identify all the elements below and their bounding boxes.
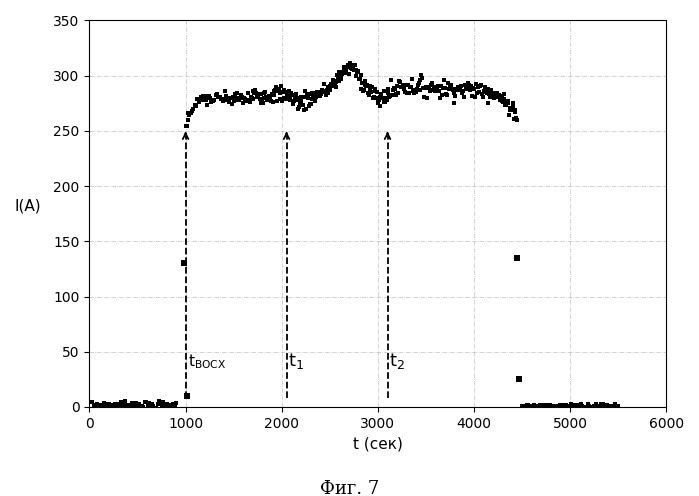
- X-axis label: t (сек): t (сек): [353, 436, 403, 451]
- Text: $\mathregular{t}_{\mathregular{BOCX}}$: $\mathregular{t}_{\mathregular{BOCX}}$: [187, 352, 226, 371]
- Y-axis label: I(A): I(A): [15, 199, 42, 214]
- Text: $\mathregular{t}_{\mathregular{1}}$: $\mathregular{t}_{\mathregular{1}}$: [288, 351, 304, 371]
- Text: Фиг. 7: Фиг. 7: [320, 480, 379, 496]
- Text: $\mathregular{t}_{\mathregular{2}}$: $\mathregular{t}_{\mathregular{2}}$: [389, 351, 405, 371]
